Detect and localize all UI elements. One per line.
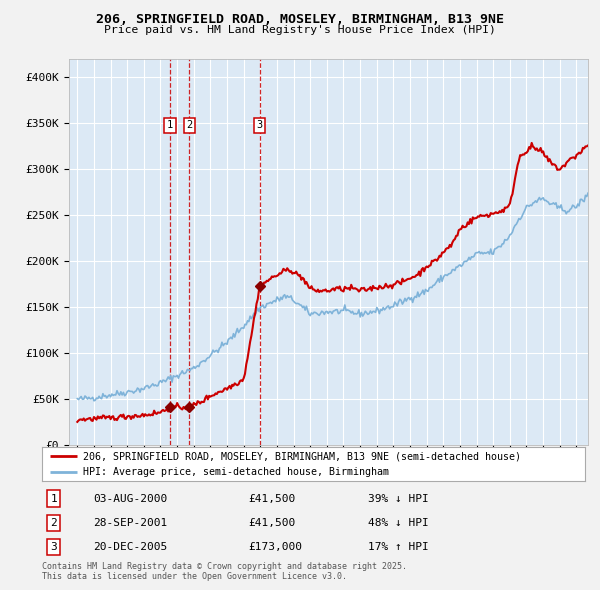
Text: 206, SPRINGFIELD ROAD, MOSELEY, BIRMINGHAM, B13 9NE (semi-detached house): 206, SPRINGFIELD ROAD, MOSELEY, BIRMINGH… xyxy=(83,451,521,461)
Text: 48% ↓ HPI: 48% ↓ HPI xyxy=(368,518,428,528)
Text: £41,500: £41,500 xyxy=(248,494,296,503)
Text: 39% ↓ HPI: 39% ↓ HPI xyxy=(368,494,428,503)
Text: HPI: Average price, semi-detached house, Birmingham: HPI: Average price, semi-detached house,… xyxy=(83,467,389,477)
Text: Price paid vs. HM Land Registry's House Price Index (HPI): Price paid vs. HM Land Registry's House … xyxy=(104,25,496,35)
Text: 1: 1 xyxy=(50,494,58,503)
Text: 03-AUG-2000: 03-AUG-2000 xyxy=(94,494,168,503)
Text: 3: 3 xyxy=(257,120,263,130)
Text: 1: 1 xyxy=(167,120,173,130)
Text: 206, SPRINGFIELD ROAD, MOSELEY, BIRMINGHAM, B13 9NE: 206, SPRINGFIELD ROAD, MOSELEY, BIRMINGH… xyxy=(96,13,504,26)
Text: £41,500: £41,500 xyxy=(248,518,296,528)
Text: 28-SEP-2001: 28-SEP-2001 xyxy=(94,518,168,528)
Text: 2: 2 xyxy=(187,120,193,130)
Text: Contains HM Land Registry data © Crown copyright and database right 2025.
This d: Contains HM Land Registry data © Crown c… xyxy=(42,562,407,581)
Text: £173,000: £173,000 xyxy=(248,542,302,552)
Text: 3: 3 xyxy=(50,542,58,552)
Text: 2: 2 xyxy=(50,518,58,528)
Text: 20-DEC-2005: 20-DEC-2005 xyxy=(94,542,168,552)
Text: 17% ↑ HPI: 17% ↑ HPI xyxy=(368,542,428,552)
